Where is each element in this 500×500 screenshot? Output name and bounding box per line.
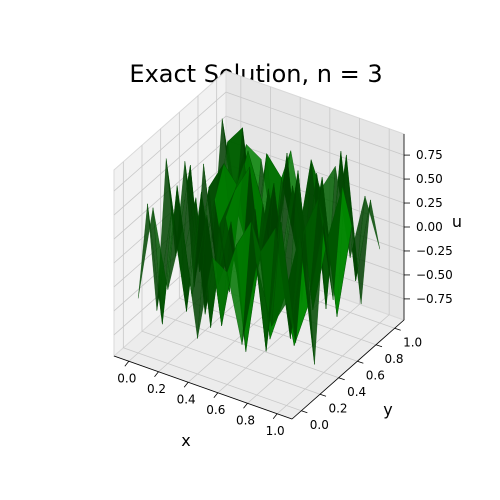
grid-line-y: [178, 112, 358, 362]
y-tick-label: 0.8: [384, 352, 403, 366]
x-tick-mark: [124, 361, 130, 367]
x-tick-label: 0.8: [236, 413, 255, 427]
grid-line-x: [217, 107, 331, 394]
x-tick-mark: [272, 413, 278, 419]
x-tick-label: 1.0: [266, 424, 285, 438]
x-axis-line: [113, 355, 293, 420]
surface-mesh: [138, 118, 380, 365]
z-tick-label: 0.50: [416, 172, 443, 186]
z-tick-label: −0.25: [416, 244, 453, 258]
x-tick-label: 0.4: [177, 392, 196, 406]
grid-line-x: [247, 118, 360, 404]
y-tick-label: 0.6: [366, 368, 385, 382]
y-tick-mark: [301, 410, 308, 414]
z-tick-label: 0.75: [416, 148, 443, 162]
x-tick-label: 0.2: [147, 382, 166, 396]
y-tick-mark: [375, 344, 383, 348]
y-axis-label: y: [383, 400, 392, 419]
z-tick-label: −0.50: [416, 268, 453, 282]
y-tick-label: 0.4: [347, 385, 366, 399]
axes-ticks: 0.00.20.40.60.81.0 0.00.20.40.60.81.00.75…: [113, 134, 453, 438]
grid-line-z: [113, 115, 405, 216]
z-tick-label: 0.00: [416, 220, 443, 234]
z-tick-label: 0.25: [416, 196, 443, 210]
grid-line-z: [113, 91, 405, 192]
y-tick-mark: [319, 393, 327, 397]
x-tick-mark: [243, 403, 248, 409]
x-tick-mark: [154, 371, 159, 377]
x-tick-label: 0.6: [206, 403, 225, 417]
x-tick-label: 0.0: [117, 371, 136, 385]
y-tick-label: 0.2: [328, 401, 347, 415]
y-tick-mark: [338, 377, 345, 381]
grid-line-y: [141, 145, 321, 395]
y-tick-mark: [357, 360, 364, 364]
grid-line-x: [276, 128, 390, 415]
x-tick-mark: [213, 392, 219, 398]
y-axis-line: [291, 319, 405, 420]
surface-cell: [271, 222, 296, 343]
grid-line-y: [122, 161, 302, 412]
z-axis-label: u: [452, 212, 462, 231]
x-axis-label: x: [181, 431, 190, 450]
z-tick-label: −0.75: [416, 292, 453, 306]
y-tick-mark: [394, 327, 401, 331]
grid-line-y: [160, 128, 339, 379]
y-tick-label: 0.0: [310, 418, 329, 432]
x-tick-mark: [183, 382, 189, 388]
y-tick-label: 1.0: [403, 335, 422, 349]
